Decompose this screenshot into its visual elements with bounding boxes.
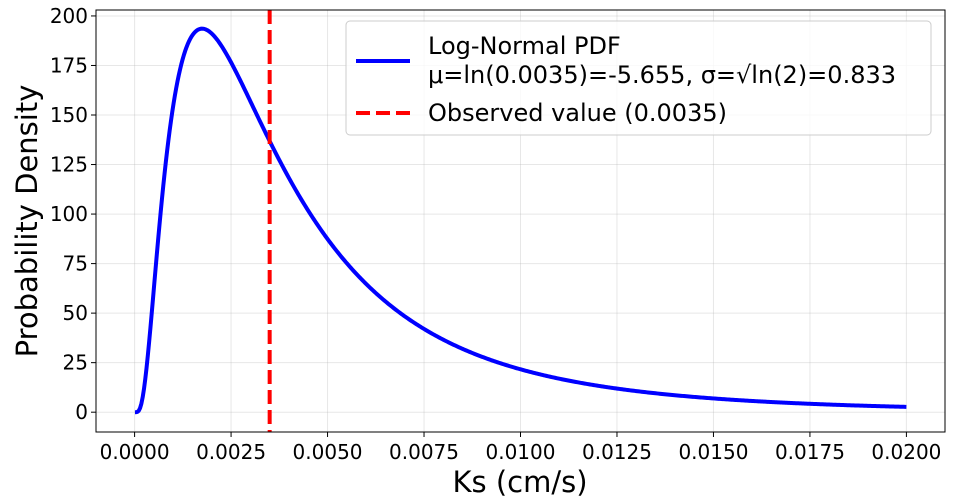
y-tick-label: 100	[50, 202, 88, 226]
legend-label-pdf-line2: μ=ln(0.0035)=-5.655, σ=√ln(2)=0.833	[428, 61, 896, 89]
y-tick-label: 75	[63, 252, 88, 276]
x-tick-label: 0.0200	[871, 440, 941, 464]
x-tick-label: 0.0150	[678, 440, 748, 464]
x-tick-label: 0.0100	[486, 440, 556, 464]
legend-box	[345, 20, 932, 136]
x-tick-label: 0.0000	[100, 440, 170, 464]
legend-label-pdf-line1: Log-Normal PDF	[428, 32, 621, 60]
y-tick-label: 200	[50, 4, 88, 28]
y-tick-label: 50	[63, 301, 88, 325]
y-tick-label: 150	[50, 103, 88, 127]
y-tick-label: 125	[50, 153, 88, 177]
legend-label-observed: Observed value (0.0035)	[428, 99, 727, 127]
x-tick-label: 0.0050	[293, 440, 363, 464]
x-tick-label: 0.0175	[775, 440, 845, 464]
y-tick-label: 175	[50, 53, 88, 77]
x-tick-label: 0.0125	[582, 440, 652, 464]
series-layer	[134, 10, 908, 432]
y-tick-label: 0	[75, 400, 88, 424]
x-tick-label: 0.0025	[196, 440, 266, 464]
y-axis-label: Probability Density	[10, 85, 44, 358]
pdf-curve	[134, 26, 908, 415]
legend: Log-Normal PDF μ=ln(0.0035)=-5.655, σ=√l…	[345, 20, 932, 136]
y-tick-label: 25	[63, 351, 88, 375]
ticks: 0.0000 0.0025 0.0050 0.0075 0.0100 0.0125 0.01…	[50, 4, 942, 464]
x-tick-label: 0.0075	[389, 440, 459, 464]
x-axis-label: Ks (cm/s)	[452, 465, 587, 499]
